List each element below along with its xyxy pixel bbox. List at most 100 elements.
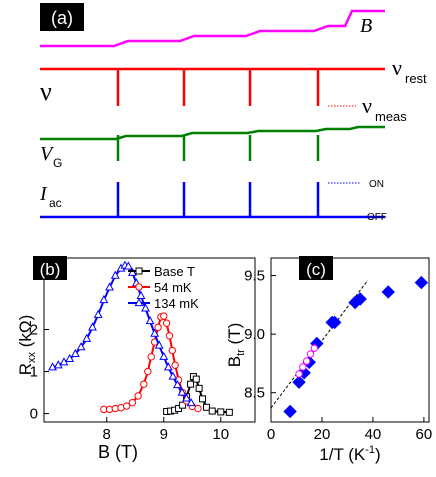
b-point-134-mk: [186, 398, 196, 407]
b-point-base-t: [187, 380, 195, 388]
b-xtick-label: 8: [103, 426, 111, 443]
b-point-54-mk: [165, 332, 174, 340]
vg-trace: [40, 125, 385, 141]
b-point-134-mk: [93, 309, 103, 318]
c-point-diamond: [353, 292, 367, 306]
b-point-base-t: [217, 408, 225, 416]
b-point-134-mk: [177, 387, 187, 396]
b-point-134-mk: [65, 353, 75, 363]
panel-c-plot: 0 20 40 60 8.5 9.0 9.5: [244, 268, 432, 443]
vg-label: V: [40, 143, 55, 165]
panel-a-traces: [40, 9, 385, 219]
b-point-base-t: [208, 407, 216, 415]
legend-label-base-t: Base T: [154, 264, 195, 279]
b-point-base-t: [195, 384, 203, 392]
panel-c-tag-box: [299, 256, 333, 280]
b-label: B: [360, 15, 372, 37]
b-point-134-mk: [154, 340, 164, 349]
panel-c: 0 20 40 60 8.5 9.0 9.5 (c) 1/T (K-1) Btr (T): [225, 256, 432, 464]
panel-a-tag: (a): [51, 8, 73, 28]
nu-meas-sub: meas: [375, 109, 407, 124]
b-point-134-mk: [168, 371, 178, 380]
nu-meas-label: ν: [362, 93, 372, 118]
b-point-54-mk: [160, 312, 168, 320]
vg-sub: G: [53, 156, 62, 170]
panel-b-tag-box: [33, 256, 67, 280]
b-point-134-mk: [182, 393, 192, 402]
b-point-134-mk: [141, 303, 150, 312]
b-point-134-mk: [150, 328, 160, 337]
nu-rest-label: ν: [392, 55, 402, 80]
c-xtick-label: 60: [416, 426, 433, 443]
c-point-diamond: [283, 404, 297, 419]
b-point-54-mk: [168, 346, 177, 355]
b-point-54-mk: [194, 404, 202, 413]
b-point-134-mk: [159, 351, 169, 360]
b-point-134-mk: [82, 333, 92, 342]
b-point-base-t: [199, 395, 207, 403]
nu-rest-sub: rest: [405, 71, 427, 86]
b-point-134-mk: [105, 282, 115, 291]
b-ytick-label: 2: [30, 321, 38, 338]
b-point-54-mk: [128, 398, 137, 407]
c-xtick-label: 20: [314, 426, 331, 443]
c-point-circle: [295, 370, 303, 378]
b-point-54-mk: [134, 392, 142, 400]
off-label: OFF: [367, 212, 387, 223]
b-ytick-label: 0: [30, 406, 38, 423]
b-point-134-mk: [123, 261, 133, 270]
panel-b-tag: (b): [40, 260, 61, 279]
c-point-diamond: [381, 285, 395, 299]
on-label: ON: [369, 179, 384, 190]
b-ytick-label: 1: [30, 364, 38, 381]
legend-marker-base-t: [135, 267, 143, 275]
b-trace: [40, 9, 385, 48]
c-point-diamond: [414, 275, 429, 290]
panel-a: (a) B ν ν rest ν meas V G I ac ON OFF: [39, 3, 427, 223]
nu-label: ν: [40, 77, 52, 106]
b-point-134-mk: [76, 342, 86, 351]
c-ytick-label: 9.0: [244, 326, 265, 343]
panel-c-frame: [270, 257, 430, 423]
b-point-134-mk: [173, 379, 182, 389]
b-point-base-t: [203, 403, 211, 411]
b-point-54-mk: [144, 367, 152, 376]
c-ytick-label: 8.5: [244, 385, 265, 402]
b-point-base-t: [225, 408, 233, 416]
b-point-134-mk: [88, 322, 97, 331]
legend-label-54-mk: 54 mK: [154, 280, 192, 295]
b-point-134-mk: [145, 316, 155, 325]
b-point-base-t: [179, 401, 187, 409]
b-point-134-mk: [136, 290, 146, 299]
b-point-134-mk: [70, 348, 80, 357]
iac-label: I: [39, 183, 48, 205]
b-point-54-mk: [162, 319, 171, 327]
legend-label-134-mk: 134 mK: [154, 296, 199, 311]
c-point-circle: [310, 344, 319, 352]
c-point-diamond: [292, 375, 306, 389]
b-point-54-mk: [154, 323, 162, 332]
c-point-diamond: [328, 315, 342, 330]
legend-marker-54-mk: [135, 283, 143, 291]
c-point-circle: [299, 363, 307, 371]
b-point-134-mk: [110, 270, 120, 279]
b-xtick-label: 9: [160, 426, 168, 443]
c-point-circle: [302, 357, 311, 365]
b-point-54-mk: [147, 353, 155, 361]
b-point-54-mk: [140, 380, 148, 388]
c-ytick-label: 9.5: [244, 268, 265, 285]
panel-c-xlabel: 1/T (K-1): [319, 444, 380, 464]
b-point-base-t: [192, 375, 200, 383]
b-point-134-mk: [163, 362, 173, 371]
b-point-134-mk: [99, 295, 109, 304]
iac-sub: ac: [49, 196, 62, 210]
panel-b-xlabel: B (T): [98, 442, 138, 462]
panel-c-ylabel: Btr (T): [225, 323, 247, 368]
b-point-54-mk: [122, 402, 131, 410]
panel-b-ylabel: Rxx (kΩ): [16, 315, 38, 376]
panel-b-plot: 8 9 10 0 1 2: [30, 260, 233, 443]
